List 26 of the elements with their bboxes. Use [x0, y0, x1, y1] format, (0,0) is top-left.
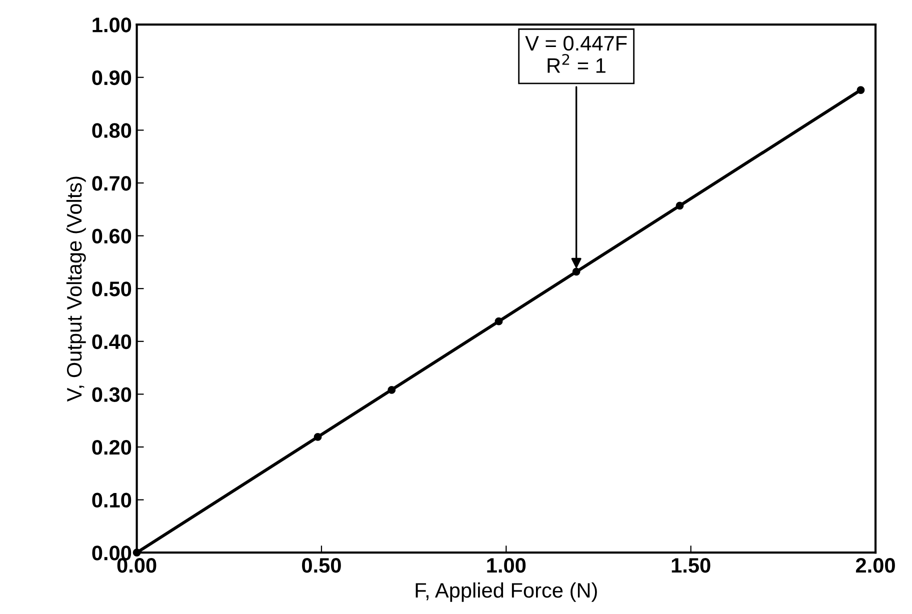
y-tick-label: 0.80 — [92, 123, 132, 138]
annotation: V = 0.447F R$^{2}$ = 1 — [525, 36, 627, 73]
y-tick-label: 0.50 — [92, 282, 132, 296]
y-axis-title: V, Output Voltage (Volts) — [66, 176, 86, 402]
y-tick-label: 0.60 — [92, 228, 132, 244]
x-tick-label: 0.50 — [302, 558, 341, 573]
x-tick-label: 0.00 — [117, 558, 156, 573]
x-tick-label: 1.50 — [672, 558, 710, 573]
y-tick-label: 0.90 — [92, 70, 132, 86]
x-tick-label: 1.00 — [487, 558, 526, 573]
point — [388, 386, 396, 394]
y-tick-label: 0.00 — [92, 546, 132, 560]
point — [494, 317, 503, 326]
y-tick-label: 0.40 — [92, 334, 132, 350]
point — [856, 86, 865, 94]
y-tick-label: 0.10 — [92, 492, 132, 508]
y-tick-label: 1.00 — [92, 18, 132, 32]
point — [314, 433, 322, 441]
y-tick-label: 0.20 — [92, 440, 132, 455]
point — [132, 548, 141, 557]
point — [572, 268, 580, 276]
y-tick-label: 0.30 — [92, 387, 132, 402]
point — [676, 202, 684, 210]
x-tick-label: 2.00 — [856, 558, 895, 573]
x-axis-title: F, Applied Force (N) — [416, 582, 597, 602]
y-tick-label: 0.70 — [92, 176, 132, 191]
